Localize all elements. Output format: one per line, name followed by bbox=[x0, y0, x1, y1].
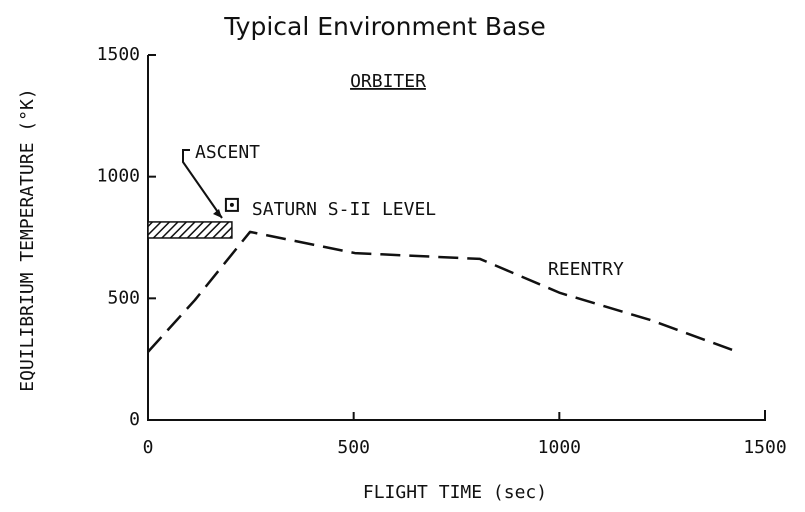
x-tick-label: 0 bbox=[143, 437, 154, 458]
x-tick-label: 1000 bbox=[538, 437, 581, 458]
x-axis-label: FLIGHT TIME (sec) bbox=[363, 482, 547, 503]
y-tick-label: 1000 bbox=[97, 166, 140, 187]
y-axis-label: EQUILIBRIUM TEMPERATURE (°K) bbox=[17, 88, 38, 391]
subtitle: ORBITER bbox=[350, 71, 426, 92]
axes bbox=[147, 55, 766, 421]
marker-label: SATURN S-II LEVEL bbox=[252, 199, 436, 220]
x-tick-label: 500 bbox=[337, 437, 370, 458]
ascent-arrow bbox=[182, 149, 223, 219]
ascent-band bbox=[147, 221, 233, 239]
line-series bbox=[147, 230, 736, 353]
ascent-label: ASCENT bbox=[195, 142, 260, 163]
series-label: REENTRY bbox=[548, 259, 624, 280]
y-tick-label: 1500 bbox=[97, 44, 140, 65]
y-tick-label: 500 bbox=[107, 287, 140, 308]
x-tick-label: 1500 bbox=[743, 437, 786, 458]
marker-dot bbox=[229, 202, 234, 207]
chart-title: Typical Environment Base bbox=[223, 12, 545, 41]
y-tick-label: 0 bbox=[129, 409, 140, 430]
arrow-head bbox=[213, 209, 222, 218]
